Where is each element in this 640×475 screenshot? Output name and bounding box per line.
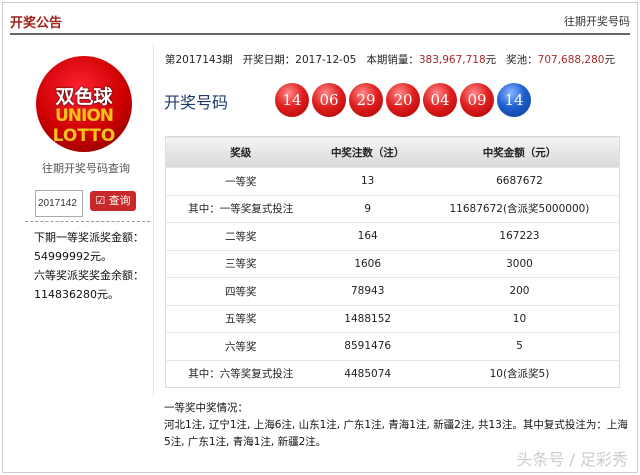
issue-number: 第2017143期 — [165, 54, 233, 66]
red-ball: 20 — [386, 83, 420, 117]
pool-value: 707,688,280 — [537, 54, 605, 66]
first-prize-title: 一等奖中奖情况： — [164, 402, 248, 414]
table-cell: 四等奖 — [165, 277, 316, 305]
table-cell: 8591476 — [315, 332, 420, 360]
table-row: 一等奖 13 6687672 — [165, 167, 620, 195]
red-ball: 04 — [423, 83, 457, 117]
table-cell: 二等奖 — [165, 222, 316, 250]
table-row: 四等奖 78943 200 — [165, 277, 620, 305]
table-cell: 11687672(含派奖5000000) — [419, 194, 620, 223]
table-cell: 78943 — [315, 277, 420, 305]
logo-text: 双色球 — [55, 86, 113, 108]
info-line: 六等奖派奖奖金余额：114836280元。 — [34, 269, 144, 301]
date-label: 开奖日期： — [242, 54, 296, 66]
table-row: 六等奖 8591476 5 — [165, 332, 620, 360]
query-button[interactable]: ☑ 查询 — [90, 191, 136, 211]
union-lotto-logo: 双色球 UNION LOTTO — [36, 56, 132, 152]
table-row: 五等奖 1488152 10 — [165, 304, 620, 333]
table-cell: 10(含派奖5) — [419, 359, 620, 388]
table-header: 奖级 中奖注数（注） 中奖金额（元） — [165, 136, 620, 168]
pool-label: 奖池： — [506, 54, 538, 66]
unit: 元 — [604, 54, 615, 66]
table-cell: 10 — [419, 304, 620, 333]
watermark: 头条号 / 足彩秀 — [516, 450, 628, 469]
blue-ball: 14 — [497, 83, 531, 117]
table-row: 其中：六等奖复式投注 4485074 10(含派奖5) — [165, 359, 620, 388]
header-divider — [10, 33, 630, 35]
draw-info: 第2017143期 开奖日期：2017-12-05 本期销量：383,967,7… — [165, 52, 615, 67]
draw-date: 2017-12-05 — [295, 54, 357, 66]
table-cell: 6687672 — [419, 167, 620, 195]
sales-label: 本期销量： — [366, 54, 419, 66]
prize-table: 奖级 中奖注数（注） 中奖金额（元） 一等奖 13 6687672 其中：一等奖复式投… — [165, 136, 620, 388]
column-header: 中奖注数（注） — [315, 136, 420, 168]
info-line: 下期一等奖派奖金额：54999992元。 — [34, 231, 144, 263]
table-row: 三等奖 1606 3000 — [165, 249, 620, 278]
column-header: 中奖金额（元） — [419, 136, 620, 168]
unit: 元 — [485, 54, 497, 66]
red-ball: 09 — [460, 83, 494, 117]
table-cell: 200 — [419, 277, 620, 305]
table-cell: 4485074 — [315, 359, 420, 388]
table-cell: 5 — [419, 332, 620, 360]
table-cell: 1606 — [315, 249, 420, 278]
table-cell: 五等奖 — [165, 304, 316, 333]
column-header: 奖级 — [165, 136, 316, 168]
issue-input[interactable] — [35, 190, 83, 217]
first-prize-details: 一等奖中奖情况： 河北1注, 辽宁1注, 上海6注, 山东1注, 广东1注, 青… — [164, 400, 634, 451]
table-cell: 9 — [315, 194, 420, 223]
winning-numbers: 14 06 29 20 04 09 14 — [275, 83, 531, 117]
sales-value: 383,967,718 — [418, 54, 486, 66]
first-prize-text: 河北1注, 辽宁1注, 上海6注, 山东1注, 广东1注, 青海1注, 新疆2注… — [164, 419, 628, 448]
table-cell: 164 — [315, 222, 420, 250]
sidebar-info: 下期一等奖派奖金额：54999992元。 六等奖派奖奖金余额：114836280… — [34, 228, 146, 304]
query-button-label: 查询 — [108, 194, 131, 207]
history-link[interactable]: 往期开奖号码 — [564, 15, 630, 28]
red-ball: 06 — [312, 83, 346, 117]
divider — [25, 221, 150, 222]
table-cell: 其中：六等奖复式投注 — [165, 359, 316, 388]
column-divider — [153, 45, 154, 395]
table-row: 其中：一等奖复式投注 9 11687672(含派奖5000000) — [165, 194, 620, 223]
table-cell: 167223 — [419, 222, 620, 250]
checkbox-edit-icon: ☑ — [95, 194, 109, 207]
page-title: 开奖公告 — [10, 16, 63, 31]
table-cell: 1488152 — [315, 304, 420, 333]
logo-text: LOTTO — [52, 126, 116, 146]
table-row: 二等奖 164 167223 — [165, 222, 620, 250]
table-cell: 三等奖 — [165, 249, 316, 278]
table-cell: 其中：一等奖复式投注 — [165, 194, 316, 223]
red-ball: 29 — [349, 83, 383, 117]
numbers-label: 开奖号码 — [164, 93, 229, 112]
history-query-label: 往期开奖号码查询 — [42, 162, 130, 175]
table-cell: 六等奖 — [165, 332, 316, 360]
table-cell: 一等奖 — [165, 167, 316, 195]
table-cell: 3000 — [419, 249, 620, 278]
table-cell: 13 — [315, 167, 420, 195]
logo-text: UNION — [54, 106, 114, 126]
red-ball: 14 — [275, 83, 309, 117]
